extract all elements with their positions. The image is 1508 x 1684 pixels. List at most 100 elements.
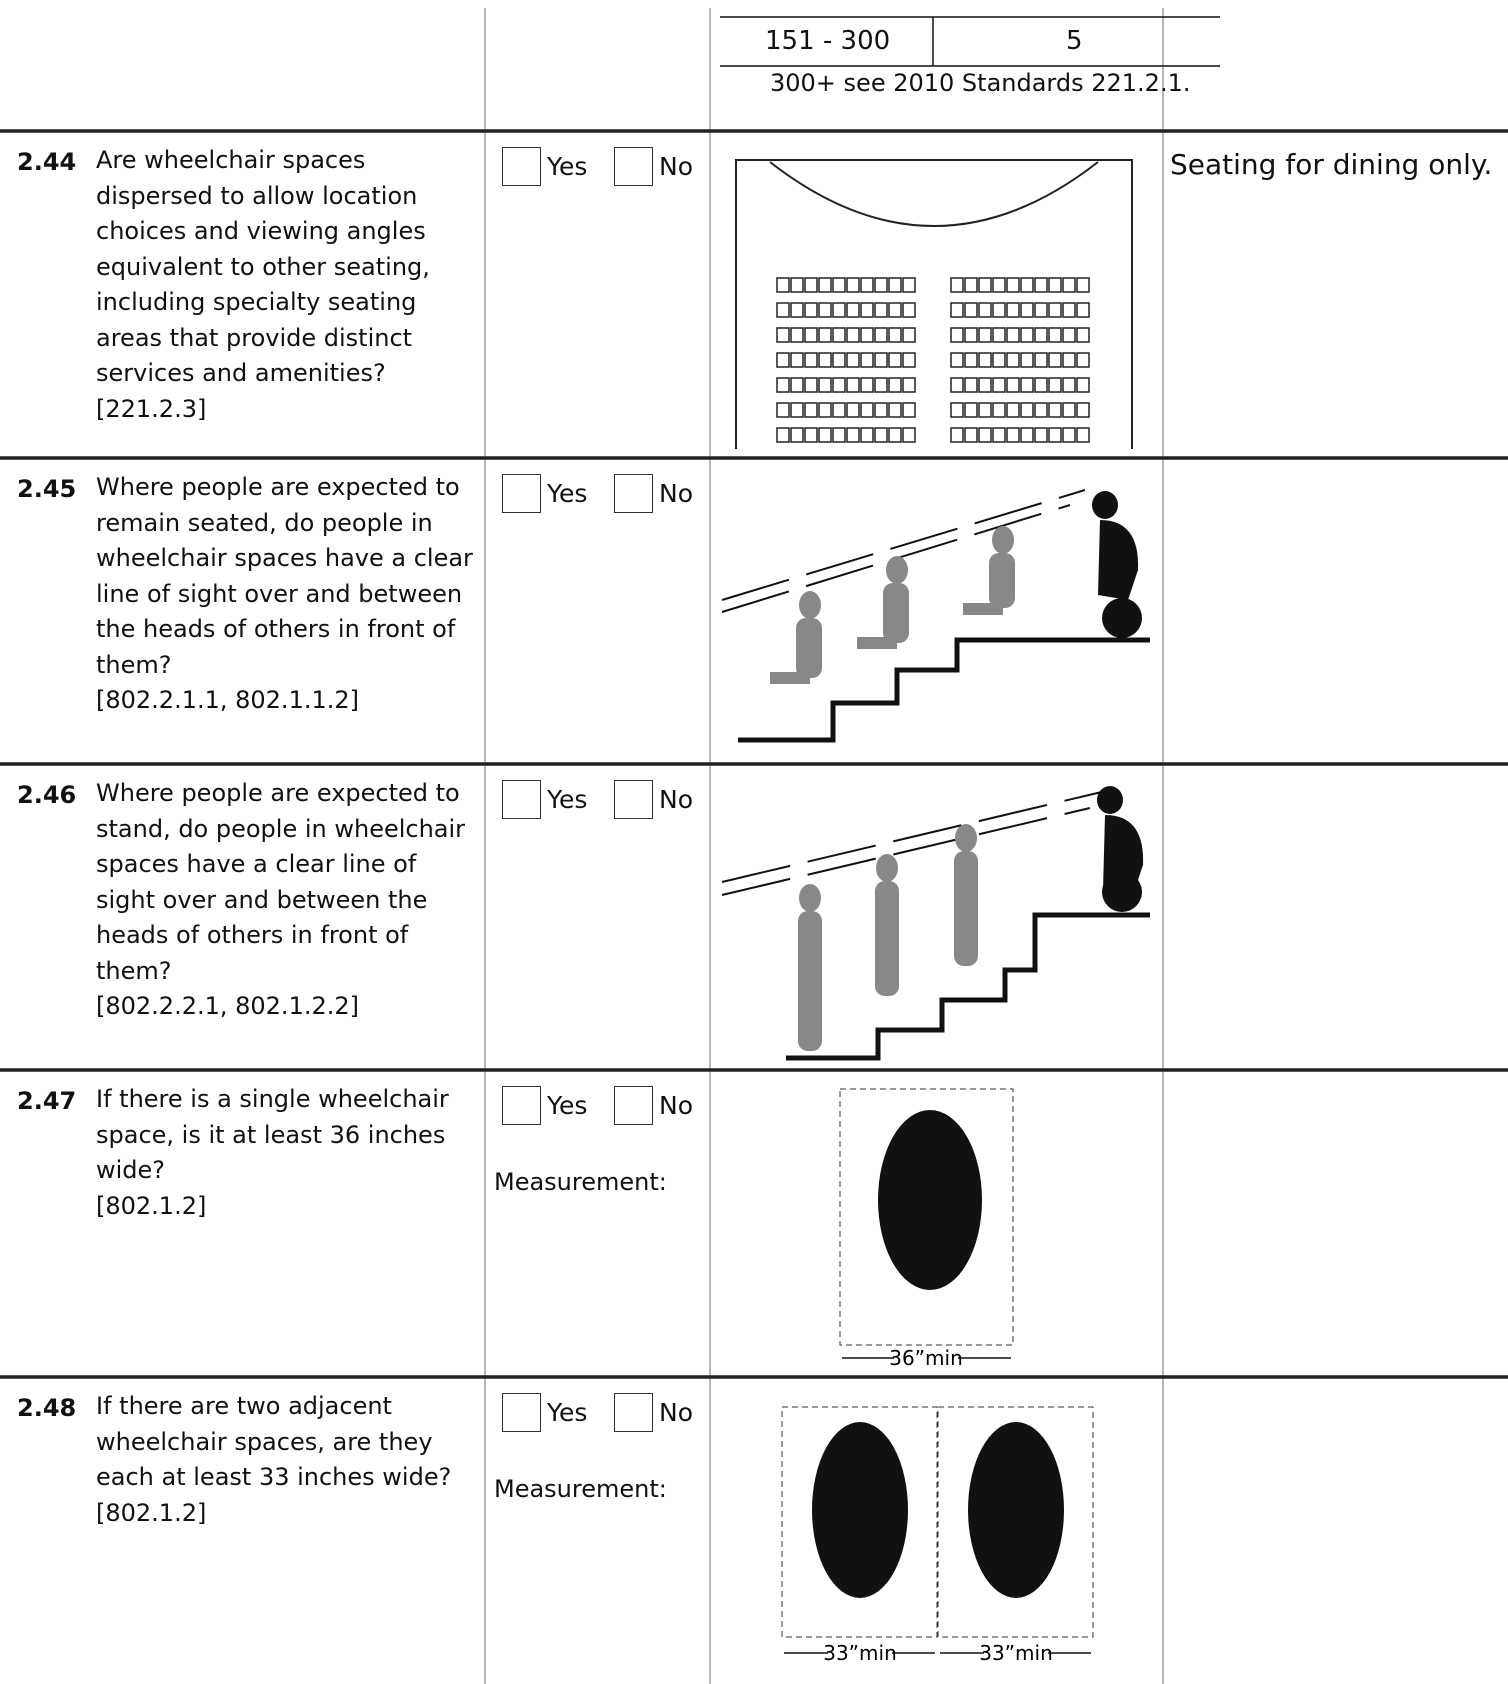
seat (832, 302, 846, 318)
standing-sightline-figure (721, 786, 1150, 1061)
seat (790, 327, 804, 343)
seat (978, 352, 992, 368)
seat (874, 377, 888, 393)
seat (832, 327, 846, 343)
seat (818, 302, 832, 318)
table-note: 300+ see 2010 Standards 221.2.1. (770, 69, 1191, 97)
seat (950, 277, 964, 293)
seat (860, 327, 874, 343)
seat (860, 377, 874, 393)
checkbox[interactable] (614, 147, 653, 186)
seat (1006, 377, 1020, 393)
seat (874, 402, 888, 418)
checkbox[interactable] (614, 1393, 653, 1432)
seat (964, 402, 978, 418)
checkbox[interactable] (614, 780, 653, 819)
seat (846, 352, 860, 368)
seat (902, 352, 916, 368)
seat (804, 327, 818, 343)
seat (874, 302, 888, 318)
seat (846, 377, 860, 393)
seat (846, 402, 860, 418)
seat (874, 327, 888, 343)
seat (776, 302, 790, 318)
seat (804, 427, 818, 443)
seat (1048, 302, 1062, 318)
seat (1062, 327, 1076, 343)
seat (888, 377, 902, 393)
seat (1048, 327, 1062, 343)
seat (950, 402, 964, 418)
question-number: 2.45 (17, 475, 77, 503)
seating-plan (735, 159, 1133, 449)
seat (818, 352, 832, 368)
seat (790, 352, 804, 368)
seat (776, 427, 790, 443)
checkbox[interactable] (502, 147, 541, 186)
seat (1062, 377, 1076, 393)
seat (992, 377, 1006, 393)
option-label: Yes (547, 785, 588, 814)
seat (832, 402, 846, 418)
seat (978, 302, 992, 318)
seat (1020, 377, 1034, 393)
option-label: Yes (547, 152, 588, 181)
seat (790, 302, 804, 318)
seat (1076, 402, 1090, 418)
seat (902, 327, 916, 343)
option-label: Yes (547, 479, 588, 508)
seat (1034, 277, 1048, 293)
single-space-figure (839, 1088, 1014, 1359)
option-label: No (659, 1398, 693, 1427)
seat (1076, 427, 1090, 443)
seat (860, 352, 874, 368)
checkbox[interactable] (502, 1393, 541, 1432)
citation: [802.2.2.1, 802.1.2.2] (96, 992, 359, 1020)
measurement-label: Measurement: (494, 1475, 667, 1503)
seat (950, 352, 964, 368)
seat (1034, 402, 1048, 418)
seat (902, 302, 916, 318)
seat (1048, 377, 1062, 393)
seat (1076, 327, 1090, 343)
checkbox[interactable] (614, 1086, 653, 1125)
seat (790, 277, 804, 293)
seat (818, 377, 832, 393)
seat (776, 402, 790, 418)
seat (832, 352, 846, 368)
double-space-figure (781, 1406, 1094, 1654)
question-text: If there are two adjacent wheelchair spa… (96, 1392, 452, 1491)
citation: [221.2.3] (96, 395, 207, 423)
seat (860, 302, 874, 318)
checkbox[interactable] (502, 1086, 541, 1125)
seat (888, 277, 902, 293)
seat (950, 427, 964, 443)
option-label: No (659, 1091, 693, 1120)
citation: [802.2.1.1, 802.1.1.2] (96, 686, 359, 714)
seat (818, 277, 832, 293)
seat (776, 377, 790, 393)
seat (790, 402, 804, 418)
checkbox[interactable] (614, 474, 653, 513)
seat (978, 327, 992, 343)
seat (846, 427, 860, 443)
seat (888, 302, 902, 318)
seat (1076, 277, 1090, 293)
seat (1034, 327, 1048, 343)
seat (1020, 327, 1034, 343)
seat (1048, 402, 1062, 418)
seat (776, 277, 790, 293)
question-text: Are wheelchair spaces dispersed to allow… (96, 146, 430, 387)
seat (804, 277, 818, 293)
seat (902, 277, 916, 293)
seat (1048, 352, 1062, 368)
table-cell: 5 (1066, 26, 1083, 56)
seat (964, 327, 978, 343)
checkbox[interactable] (502, 780, 541, 819)
seat (874, 427, 888, 443)
seat (992, 402, 1006, 418)
seat (804, 302, 818, 318)
seat (1062, 277, 1076, 293)
checkbox[interactable] (502, 474, 541, 513)
